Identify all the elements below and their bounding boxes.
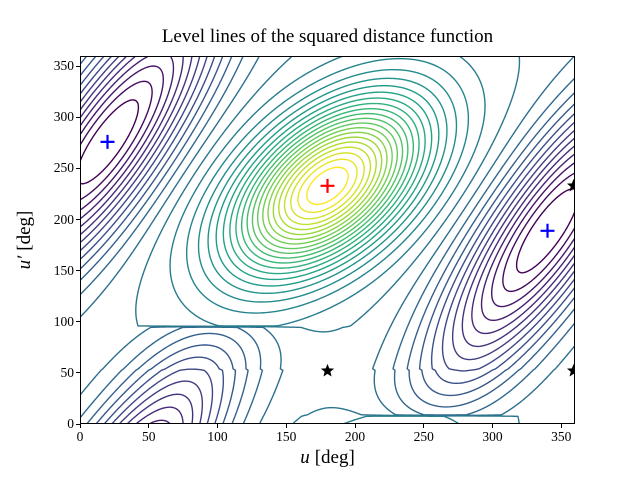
x-tick-label: 0 [76,429,84,444]
y-axis-label-var: u′ [14,255,35,270]
x-tick-label: 50 [142,429,156,444]
y-axis-label: u′ [deg] [14,56,36,424]
y-tick-label: 0 [67,416,74,431]
x-tick-mark [79,424,81,428]
x-tick-label: 300 [482,429,503,444]
y-tick-label: 300 [53,109,74,125]
y-tick-mark [76,167,80,169]
x-tick-label: 350 [551,429,572,444]
y-tick-label: 150 [53,262,74,278]
x-tick-mark [285,424,287,428]
y-tick-mark [76,372,80,374]
y-axis-label-unit: [deg] [14,210,35,251]
y-tick-label: 350 [53,58,74,74]
y-tick-mark [76,116,80,118]
chart-title: Level lines of the squared distance func… [161,26,494,47]
x-tick-label: 200 [344,429,366,444]
x-axis-label-unit: [deg] [314,447,355,468]
y-tick-label: 50 [60,364,75,380]
x-tick-label: 100 [207,429,228,444]
y-tick-label: 200 [53,211,74,227]
x-axis-label-var: u [300,447,310,468]
x-tick-mark [148,424,150,428]
x-tick-mark [560,424,562,428]
x-tick-label: 250 [413,429,434,444]
y-tick-label: 100 [53,313,74,329]
x-tick-label: 150 [276,429,297,444]
contour-plot-canvas [80,56,575,424]
x-tick-mark [492,424,493,428]
y-tick-mark [76,270,80,272]
x-tick-mark [423,424,425,428]
x-tick-mark [354,424,356,428]
y-tick-mark [76,219,80,221]
y-tick-mark [76,321,80,323]
x-tick-mark [217,424,218,428]
y-tick-mark [76,65,80,67]
y-tick-label: 250 [53,160,74,176]
y-tick-mark [76,423,80,425]
x-axis-label: u [deg] [80,447,575,469]
